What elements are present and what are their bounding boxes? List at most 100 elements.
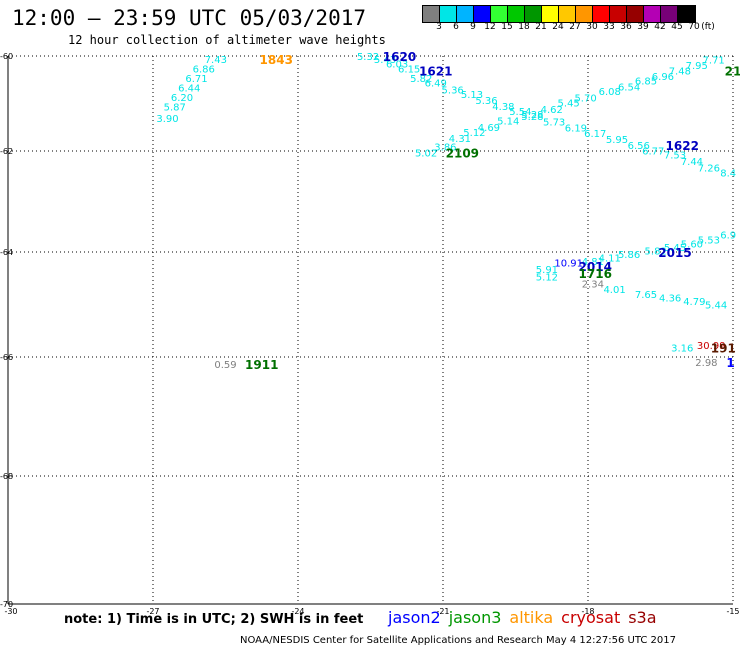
swh-label: 6.85	[635, 77, 657, 88]
swh-label: 5.45	[558, 99, 580, 110]
swh-label: 5.95	[606, 135, 628, 146]
swh-label: 6.08	[599, 87, 621, 98]
swh-label: 2.98	[695, 358, 717, 369]
colorbar-label: 39	[637, 22, 649, 32]
legend-entry-jason2: jason2	[388, 608, 441, 627]
colorbar-swatch	[610, 6, 627, 22]
swh-label: 5.82	[410, 74, 432, 85]
colorbar-swatch	[576, 6, 593, 22]
swh-label: 6.15	[398, 64, 420, 75]
map-frame	[7, 56, 733, 605]
colorbar-label: 21	[535, 22, 547, 32]
colorbar-swatch	[474, 6, 491, 22]
swh-label: 0.59	[214, 360, 236, 371]
colorbar-label: 30	[586, 22, 598, 32]
colorbar-label: 9	[470, 22, 476, 32]
legend-entry-jason3: jason3	[448, 608, 502, 627]
swh-label: 4.38	[492, 102, 514, 113]
swh-label: 5.54	[509, 107, 531, 118]
lat-tick-label: -68	[0, 472, 13, 481]
time-label: 21	[725, 64, 740, 78]
swh-label: 6.9	[720, 230, 736, 241]
colorbar-label: 12	[484, 22, 496, 32]
swh-label: 7.26	[698, 164, 720, 175]
swh-label: 6.96	[652, 72, 674, 83]
swh-label: 6.86	[193, 64, 215, 75]
swh-label: 6.71	[185, 74, 207, 85]
colorbar-label: 24	[552, 22, 564, 32]
swh-label: 6.03	[386, 60, 408, 71]
swh-label: 5.28	[521, 112, 543, 123]
lon-tick-label: -30	[4, 607, 17, 616]
colorbar-label: (ft)	[701, 22, 715, 32]
swh-label: 5.28	[521, 110, 543, 121]
swh-label: 3.16	[671, 344, 693, 355]
time-label: 1620	[383, 50, 416, 64]
colorbar-swatch	[457, 6, 474, 22]
swh-label: 7.48	[669, 66, 691, 77]
swh-label: 5.82	[645, 246, 667, 257]
swh-label: 5.12	[463, 128, 485, 139]
swh-label: 6.56	[628, 141, 650, 152]
swh-label: 5.13	[461, 90, 483, 101]
colorbar-label: 33	[603, 22, 615, 32]
swh-label: 3.86	[434, 142, 456, 153]
time-label: 1716	[579, 267, 612, 281]
colorbar-label: 70	[688, 22, 700, 32]
swh-label: 3.90	[156, 114, 178, 125]
swh-label: 10.91	[554, 259, 583, 270]
map-subtitle: 12 hour collection of altimeter wave hei…	[68, 33, 386, 47]
graticule	[8, 55, 734, 604]
colorbar-swatch	[661, 6, 678, 22]
swh-label: 6.17	[584, 129, 606, 140]
lon-tick-label: -21	[436, 607, 449, 616]
legend-entry-altika: altika	[509, 608, 554, 627]
swh-label: 4.79	[683, 297, 705, 308]
time-label: 1	[726, 356, 734, 370]
time-label: 2015	[658, 246, 691, 260]
lat-tick-label: -64	[0, 248, 13, 257]
swh-label: 4.11	[599, 253, 621, 264]
swh-label: 5.32	[357, 52, 379, 63]
swh-label: 4.81	[582, 257, 604, 268]
swh-label: 5.44	[705, 301, 727, 312]
time-label: 1621	[419, 64, 452, 78]
legend-entry-s3a: s3a	[628, 608, 657, 627]
colorbar-swatch	[525, 6, 542, 22]
swh-labels: 5.325.436.036.155.826.495.365.135.364.38…	[156, 52, 736, 371]
lat-tick-label: -62	[0, 147, 13, 156]
swh-label: 7.43	[205, 55, 227, 66]
swh-label: 5.36	[475, 96, 497, 107]
lat-tick-label: -70	[0, 600, 13, 609]
colorbar-swatch	[627, 6, 644, 22]
colorbar	[422, 5, 696, 23]
swh-label: 8.4	[720, 169, 736, 180]
swh-label: 7.95	[686, 61, 708, 72]
swh-label: 6.19	[565, 123, 587, 134]
lon-tick-label: -15	[726, 607, 739, 616]
colorbar-label: 6	[453, 22, 459, 32]
swh-label: 5.36	[442, 85, 464, 96]
time-label: 2014	[579, 260, 612, 274]
axis-labels: -30 -27 -24 -21 -18 -15 -60 -62 -64 -66 -68 -70	[0, 52, 740, 616]
swh-label: 6.49	[425, 79, 447, 90]
swh-label: 7.65	[635, 290, 657, 301]
time-label: 1843	[260, 53, 293, 67]
swh-label: 5.45	[664, 243, 686, 254]
time-label: 1911	[245, 358, 278, 372]
swh-label: 7.44	[681, 157, 703, 168]
swh-label: 2.34	[582, 280, 604, 291]
colorbar-swatch	[423, 6, 440, 22]
colorbar-swatch	[559, 6, 576, 22]
swh-label: 5.73	[543, 118, 565, 129]
note-text: note: 1) Time is in UTC; 2) SWH is in fe…	[64, 612, 364, 627]
lon-tick-label: -18	[581, 607, 594, 616]
lon-tick-label: -27	[146, 607, 159, 616]
lat-tick-label: -66	[0, 353, 13, 362]
swh-label: 4.31	[449, 134, 471, 145]
swh-label: 30.99	[697, 341, 726, 352]
swh-label: 5.53	[698, 235, 720, 246]
swh-label: 5.91	[536, 265, 558, 276]
swh-label: 5.87	[164, 102, 186, 113]
